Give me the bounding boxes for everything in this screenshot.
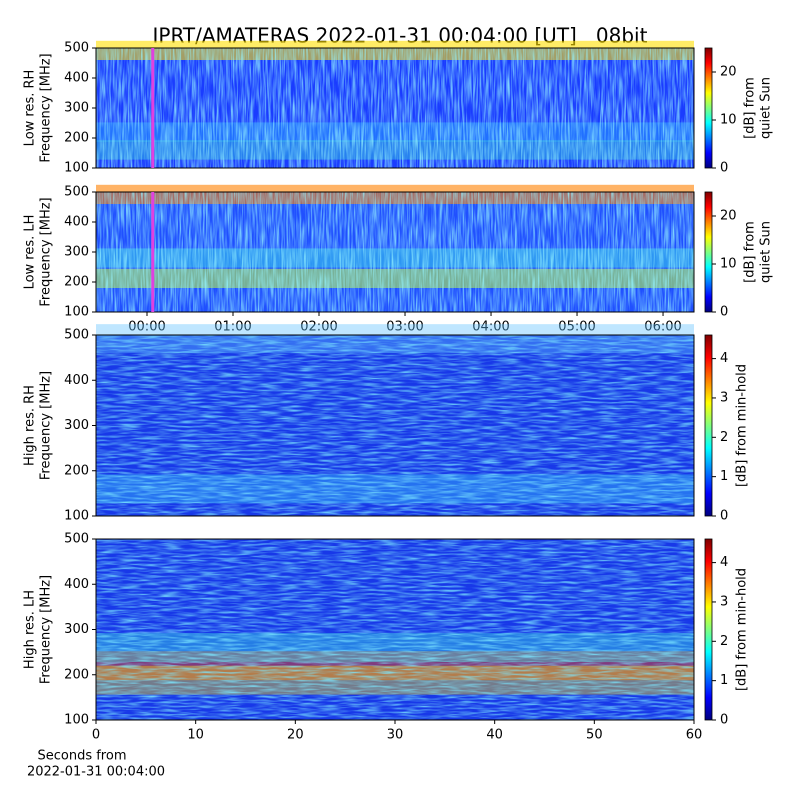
y-axis-label: High res. LH	[23, 590, 38, 669]
colorbar-tick-label: 20	[720, 209, 737, 224]
y-tick-label: 400	[64, 215, 89, 230]
y-tick-label: 200	[64, 275, 89, 290]
y-tick-label: 400	[64, 71, 89, 86]
colorbar-tick-label: 20	[720, 65, 737, 80]
x-axis-label: 2022-01-31 00:04:00	[27, 765, 165, 780]
y-axis-label: Low res. RH	[23, 70, 38, 147]
x-tick-label: 01:00	[214, 320, 251, 335]
x-tick-label: 10	[187, 728, 204, 743]
y-tick-label: 100	[64, 509, 89, 524]
colorbar-label: [dB] from	[743, 77, 758, 139]
x-tick-label: 0	[92, 728, 100, 743]
colorbar-tick-label: 0	[720, 305, 728, 320]
colorbar-tick-label: 3	[720, 390, 728, 405]
colorbar-tick-label: 10	[720, 257, 737, 272]
colorbar-label: [dB] from	[743, 221, 758, 283]
colorbar-label: quiet Sun	[759, 77, 774, 139]
colorbar-tick-label: 10	[720, 113, 737, 128]
colorbar	[704, 47, 713, 169]
y-tick-label: 500	[64, 328, 89, 343]
colorbar	[704, 538, 713, 721]
y-tick-label: 200	[64, 463, 89, 478]
colorbar-tick-label: 2	[720, 634, 728, 649]
y-tick-label: 400	[64, 577, 89, 592]
x-tick-label: 20	[287, 728, 304, 743]
y-tick-label: 500	[64, 41, 89, 56]
x-tick-label: 30	[387, 728, 404, 743]
y-tick-label: 300	[64, 418, 89, 433]
x-axis-label: Seconds from	[37, 749, 126, 764]
y-axis-label: Frequency [MHz]	[39, 371, 54, 480]
x-tick-label: 60	[686, 728, 703, 743]
x-tick-label: 06:00	[644, 320, 681, 335]
colorbar-tick-label: 0	[720, 713, 728, 728]
x-tick-label: 00:00	[128, 320, 165, 335]
colorbar-label: [dB] from min-hold	[735, 568, 750, 691]
y-tick-label: 300	[64, 101, 89, 116]
y-tick-label: 200	[64, 667, 89, 682]
y-tick-label: 300	[64, 245, 89, 260]
y-axis-label: Frequency [MHz]	[39, 53, 54, 162]
y-tick-label: 200	[64, 131, 89, 146]
colorbar-tick-label: 3	[720, 594, 728, 609]
colorbar-tick-label: 0	[720, 161, 728, 176]
colorbar-label: quiet Sun	[759, 221, 774, 283]
spectrogram-noise	[96, 48, 694, 168]
x-tick-label: 02:00	[300, 320, 337, 335]
y-tick-label: 100	[64, 161, 89, 176]
y-tick-label: 500	[64, 532, 89, 547]
x-tick-label: 05:00	[558, 320, 595, 335]
colorbar	[704, 191, 713, 313]
colorbar-tick-label: 1	[720, 469, 728, 484]
colorbar	[704, 334, 713, 517]
colorbar-tick-label: 0	[720, 509, 728, 524]
colorbar-label: [dB] from min-hold	[735, 364, 750, 487]
y-tick-label: 400	[64, 373, 89, 388]
colorbar-tick-label: 2	[720, 430, 728, 445]
spectrogram-noise	[96, 192, 694, 312]
x-tick-label: 50	[586, 728, 603, 743]
y-axis-label: Frequency [MHz]	[39, 575, 54, 684]
colorbar-tick-label: 4	[720, 555, 728, 570]
spectrogram-noise	[96, 539, 694, 720]
x-tick-label: 40	[486, 728, 503, 743]
colorbar-tick-label: 1	[720, 673, 728, 688]
x-tick-label: 04:00	[472, 320, 509, 335]
x-tick-label: 03:00	[386, 320, 423, 335]
y-tick-label: 300	[64, 622, 89, 637]
y-tick-label: 100	[64, 305, 89, 320]
y-tick-label: 500	[64, 185, 89, 200]
colorbar-tick-label: 4	[720, 351, 728, 366]
spectrogram-noise	[96, 335, 694, 516]
y-tick-label: 100	[64, 713, 89, 728]
y-axis-label: High res. RH	[23, 385, 38, 466]
y-axis-label: Frequency [MHz]	[39, 197, 54, 306]
y-axis-label: Low res. LH	[23, 215, 38, 290]
